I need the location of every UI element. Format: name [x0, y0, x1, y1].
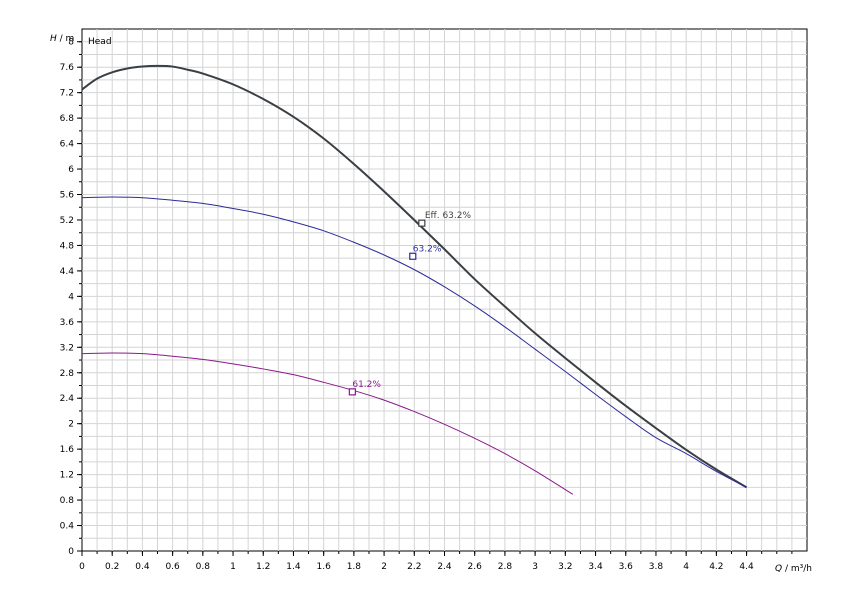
- x-tick-label: 2: [381, 562, 387, 572]
- y-axis-title: H / m: [50, 34, 74, 44]
- x-tick-label: 1.6: [317, 562, 332, 572]
- x-tick-label: 2.8: [498, 562, 513, 572]
- y-tick-label: 7.6: [60, 63, 75, 73]
- x-tick-label: 0.4: [135, 562, 150, 572]
- y-tick-label: 8: [68, 38, 74, 48]
- x-tick-label: 0: [79, 562, 85, 572]
- x-tick-label: 1: [230, 562, 236, 572]
- x-tick-label: 2.6: [468, 562, 483, 572]
- max-curve: [81, 64, 748, 489]
- y-tick-label: 0.8: [60, 496, 75, 506]
- min-curve: [81, 352, 574, 495]
- x-tick-label: 3: [532, 562, 538, 572]
- grid: [82, 29, 807, 551]
- y-tick-label: 6: [68, 165, 74, 175]
- y-tick-label: 3.2: [60, 343, 74, 353]
- markers-layer: Eff. 63.2% 63.2% 61.2%: [348, 211, 472, 396]
- y-tick-label: 7.2: [60, 89, 74, 99]
- y-tick-label: 5.2: [60, 216, 74, 226]
- series-layer: [81, 64, 748, 495]
- y-tick-label: 4.4: [60, 267, 75, 277]
- x-tick-label: 4.2: [709, 562, 723, 572]
- x-tick-label: 4.4: [739, 562, 754, 572]
- x-tick-label: 2.4: [437, 562, 452, 572]
- efficiency-label: Eff. 63.2%: [425, 211, 472, 221]
- y-tick-label: 1.2: [60, 471, 74, 481]
- y-tick-label: 4: [68, 292, 74, 302]
- y-tick-label: 0: [68, 547, 74, 557]
- y-tick-label: 4.8: [60, 241, 75, 251]
- mid-curve: [81, 196, 747, 488]
- x-tick-label: 0.8: [196, 562, 211, 572]
- x-axis-title: Q / m³/h: [775, 564, 812, 574]
- x-tick-label: 3.2: [558, 562, 572, 572]
- x-tick-label: 1.8: [347, 562, 362, 572]
- y-tick-label: 6.4: [60, 140, 75, 150]
- x-tick-label: 1.4: [286, 562, 301, 572]
- y-tick-label: 2: [68, 420, 74, 430]
- y-tick-label: 6.8: [60, 114, 75, 124]
- y-tick-label: 1.6: [60, 445, 75, 455]
- y-tick-label: 3.6: [60, 318, 75, 328]
- operating-point-marker: [409, 252, 417, 260]
- x-tick-label: 3.6: [619, 562, 634, 572]
- y-tick-label: 5.6: [60, 191, 75, 201]
- x-tick-label: 2.2: [407, 562, 421, 572]
- x-tick-label: 0.2: [105, 562, 119, 572]
- y-tick-label: 0.4: [60, 522, 75, 532]
- y-tick-label: 2.4: [60, 394, 75, 404]
- x-tick-label: 0.6: [165, 562, 180, 572]
- x-tick-label: 1.2: [256, 562, 270, 572]
- efficiency-label: 61.2%: [352, 380, 381, 390]
- x-tick-label: 3.4: [588, 562, 603, 572]
- x-tick-label: 4: [683, 562, 689, 572]
- operating-point-marker: [348, 388, 356, 396]
- axis-ticks: 0 0.2 0.4 0.6 0.8 1 1.2 1.4 1.6 1.8 2 2.2 2.4 2.6 2.8 3…: [60, 38, 793, 572]
- operating-point-marker: [418, 219, 426, 227]
- y-tick-label: 2.8: [60, 369, 75, 379]
- efficiency-label: 63.2%: [413, 244, 442, 254]
- chart-title: Head: [88, 37, 112, 47]
- x-tick-label: 3.8: [649, 562, 664, 572]
